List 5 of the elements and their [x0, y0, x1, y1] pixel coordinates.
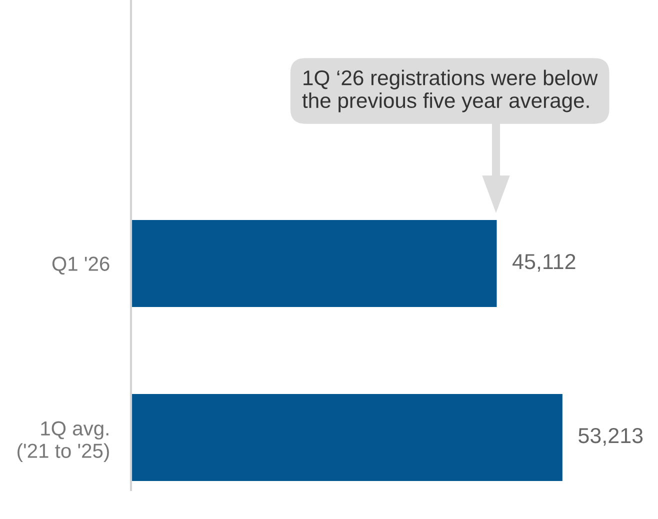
y-tick-label: Q1 '26	[52, 256, 110, 275]
data-label: 45,112	[512, 254, 576, 272]
y-tick-label: 1Q avg. ('21 to '25)	[18, 421, 109, 462]
text: 1Q ‘26 registrations were below the previous five year average.	[302, 70, 598, 112]
data-label: 53,213	[578, 428, 643, 446]
